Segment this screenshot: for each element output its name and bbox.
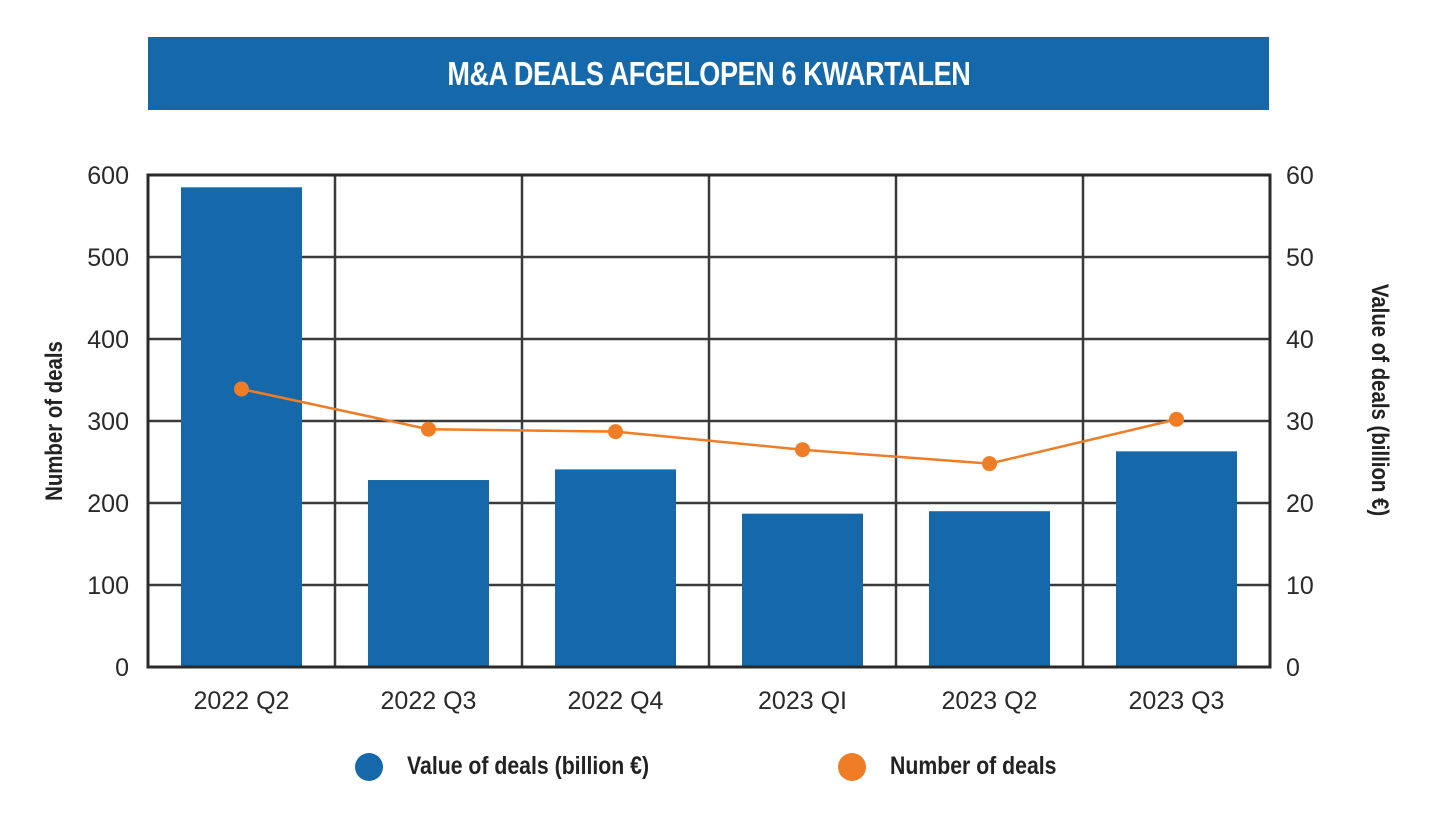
- legend: Value of deals (billion €) Number of dea…: [0, 752, 1440, 788]
- left-tick-label: 200: [87, 490, 129, 518]
- grid: [148, 173, 1270, 669]
- right-tick-label: 50: [1286, 244, 1314, 272]
- right-tick-label: 30: [1286, 408, 1314, 436]
- x-tick-label: 2023 QI: [758, 687, 847, 715]
- right-tick-label: 40: [1286, 326, 1314, 354]
- line-series: [234, 381, 1184, 472]
- bar: [181, 187, 302, 668]
- legend-item-value: Value of deals (billion €): [355, 752, 692, 781]
- plot-frame: [146, 173, 1272, 669]
- line-path: [241, 387, 1177, 465]
- line-point: [1169, 411, 1184, 427]
- x-tick-label: 2022 Q4: [568, 687, 664, 715]
- legend-label-number: Number of deals: [890, 752, 1057, 780]
- line-point: [608, 424, 623, 440]
- x-tick-label: 2023 Q2: [942, 687, 1038, 715]
- bar: [1116, 451, 1237, 667]
- x-tick-label: 2022 Q2: [194, 687, 290, 715]
- right-tick-label: 20: [1286, 490, 1314, 518]
- chart-title: M&A DEALS AFGELOPEN 6 KWARTALEN: [447, 54, 970, 92]
- left-axis-ticks: 0 100 200 300 400 500 600: [87, 162, 129, 682]
- right-tick-label: 10: [1286, 572, 1314, 600]
- legend-marker-orange-icon: [838, 752, 866, 781]
- bar: [555, 469, 676, 667]
- left-tick-label: 500: [87, 244, 129, 272]
- right-tick-label: 0: [1286, 654, 1300, 682]
- line-point: [234, 381, 249, 397]
- left-tick-label: 600: [87, 162, 129, 190]
- line-point: [982, 456, 997, 472]
- line-point: [421, 421, 436, 437]
- legend-marker-blue-icon: [355, 752, 383, 781]
- right-axis-ticks: 0 10 20 30 40 50 60: [1286, 162, 1314, 682]
- bars: [181, 187, 1237, 668]
- x-tick-label: 2022 Q3: [381, 687, 477, 715]
- left-tick-label: 100: [87, 572, 129, 600]
- right-tick-label: 60: [1286, 162, 1314, 190]
- x-axis-ticks: 2022 Q2 2022 Q3 2022 Q4 2023 QI 2023 Q2 2023 …: [194, 687, 1225, 715]
- left-tick-label: 300: [87, 408, 129, 436]
- left-tick-label: 400: [87, 326, 129, 354]
- chart-title-banner: M&A DEALS AFGELOPEN 6 KWARTALEN: [148, 37, 1269, 110]
- right-axis-title: Value of deals (billion €): [1367, 284, 1394, 516]
- left-tick-label: 0: [115, 654, 129, 682]
- plot-border: [146, 173, 1272, 669]
- bar: [929, 511, 1050, 667]
- bar: [742, 513, 863, 667]
- bar: [368, 480, 489, 667]
- legend-item-number: Number of deals: [838, 752, 1086, 781]
- x-tick-label: 2023 Q3: [1129, 687, 1225, 715]
- legend-label-value: Value of deals (billion €): [407, 752, 650, 780]
- line-point: [795, 442, 810, 458]
- left-axis-title: Number of deals: [40, 341, 67, 501]
